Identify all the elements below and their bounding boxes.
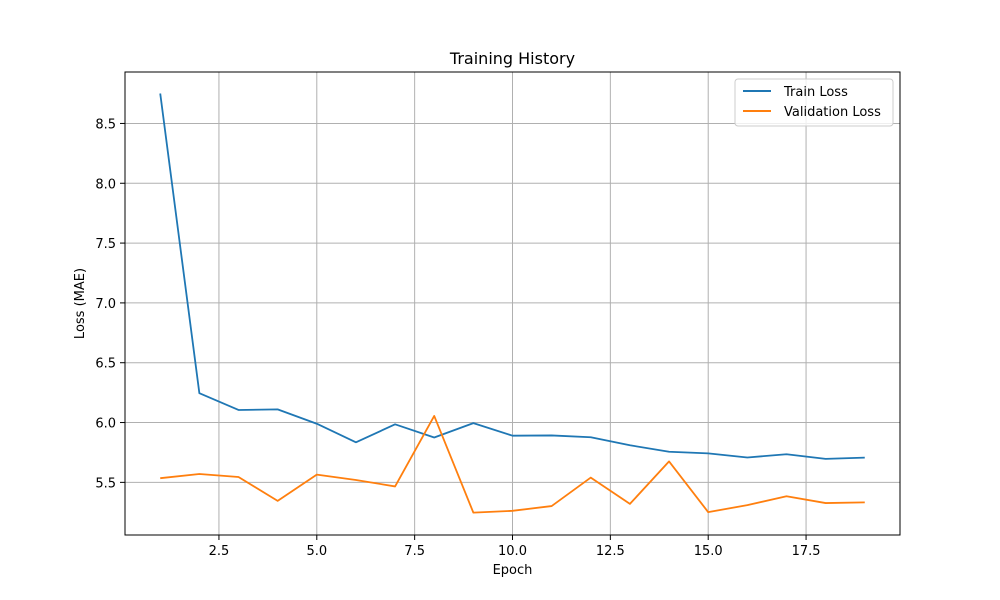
y-axis-ticks: 5.5 6.0 6.5 7.0 7.5 8.0 8.5 xyxy=(95,117,125,491)
x-axis-ticks: 2.5 5.0 7.5 10.0 12.5 15.0 17.5 xyxy=(209,535,821,559)
legend-label-validation-loss: Validation Loss xyxy=(784,105,881,120)
x-tick-label: 10.0 xyxy=(498,544,527,559)
chart-title: Training History xyxy=(449,49,575,68)
x-tick-label: 2.5 xyxy=(209,544,230,559)
y-tick-label: 6.0 xyxy=(95,417,116,432)
legend: Train Loss Validation Loss xyxy=(734,78,894,127)
series-lines xyxy=(159,93,865,514)
y-tick-label: 7.5 xyxy=(95,237,116,252)
x-tick-label: 5.0 xyxy=(306,544,327,559)
y-axis-title: Loss (MAE) xyxy=(73,268,88,339)
y-tick-label: 8.5 xyxy=(95,117,116,132)
x-tick-label: 15.0 xyxy=(694,544,723,559)
x-axis-title: Epoch xyxy=(493,563,533,578)
legend-box xyxy=(734,78,894,127)
series-line-train-loss xyxy=(159,93,865,460)
x-tick-label: 7.5 xyxy=(404,544,425,559)
y-tick-label: 8.0 xyxy=(95,177,116,192)
grid xyxy=(125,72,900,535)
y-tick-label: 5.5 xyxy=(95,476,116,491)
x-tick-label: 12.5 xyxy=(596,544,625,559)
y-tick-label: 7.0 xyxy=(95,297,116,312)
y-tick-label: 6.5 xyxy=(95,357,116,372)
series-line-validation-loss xyxy=(160,415,865,514)
x-tick-label: 17.5 xyxy=(792,544,821,559)
legend-label-train-loss: Train Loss xyxy=(783,85,848,100)
